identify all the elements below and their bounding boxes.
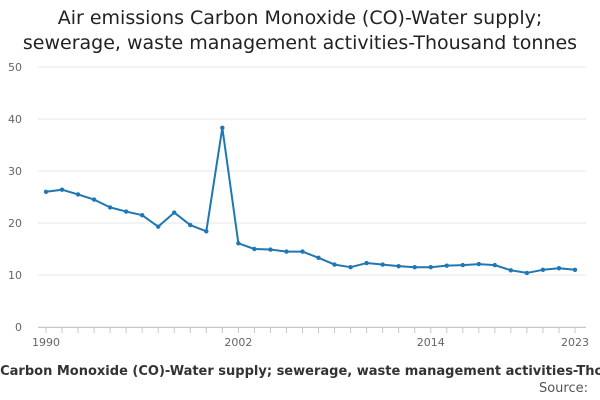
x-tick-label: 2002 [224, 336, 252, 349]
data-point [75, 192, 81, 197]
x-tick-label: 2014 [417, 336, 445, 349]
data-point [508, 268, 514, 273]
data-point [460, 262, 465, 268]
data-point [107, 205, 113, 210]
x-axis-caption: Air emissions Carbon Monoxide (CO)-Water… [0, 364, 600, 379]
y-tick-label: 20 [8, 217, 22, 230]
data-point [348, 265, 353, 270]
x-tick-label: 1990 [32, 336, 60, 349]
y-tick-label: 30 [8, 165, 22, 178]
data-point [59, 187, 65, 192]
data-point [556, 266, 562, 271]
x-axis-caption-wrap: Air emissions Carbon Monoxide (CO)-Water… [0, 364, 600, 382]
y-tick-label: 10 [8, 269, 22, 282]
data-point [220, 125, 225, 131]
data-point [252, 246, 257, 252]
data-point [572, 267, 578, 272]
data-point [540, 267, 546, 272]
series-line [45, 126, 576, 274]
chart-title-line-1: Air emissions Carbon Monoxide (CO)-Water… [57, 7, 543, 29]
data-point [300, 249, 305, 254]
source-label: Source: [538, 381, 588, 396]
data-point [316, 255, 321, 261]
data-point [139, 213, 145, 218]
data-point [444, 263, 449, 268]
data-point [492, 262, 498, 268]
y-tick-label: 40 [8, 113, 22, 126]
data-point [156, 224, 161, 229]
data-point [476, 261, 482, 267]
data-point [364, 260, 369, 266]
data-point [268, 247, 273, 252]
data-point [91, 197, 97, 202]
data-point [172, 210, 177, 215]
data-point [396, 263, 401, 269]
data-point [412, 265, 417, 270]
data-point [524, 270, 530, 276]
y-tick-label: 0 [15, 321, 22, 334]
data-point [188, 222, 193, 228]
chart-title: Air emissions Carbon Monoxide (CO)-Water… [0, 6, 600, 56]
data-point [123, 209, 129, 214]
data-point [380, 262, 385, 267]
data-point [236, 241, 241, 246]
data-point [428, 265, 433, 270]
chart-title-line-2: sewerage, waste management activities-Th… [22, 32, 578, 54]
data-point [332, 262, 337, 267]
data-point [43, 189, 49, 194]
data-point [204, 229, 209, 234]
data-point [284, 249, 289, 254]
y-tick-label: 50 [8, 61, 22, 74]
x-tick-label: 2023 [561, 336, 589, 349]
